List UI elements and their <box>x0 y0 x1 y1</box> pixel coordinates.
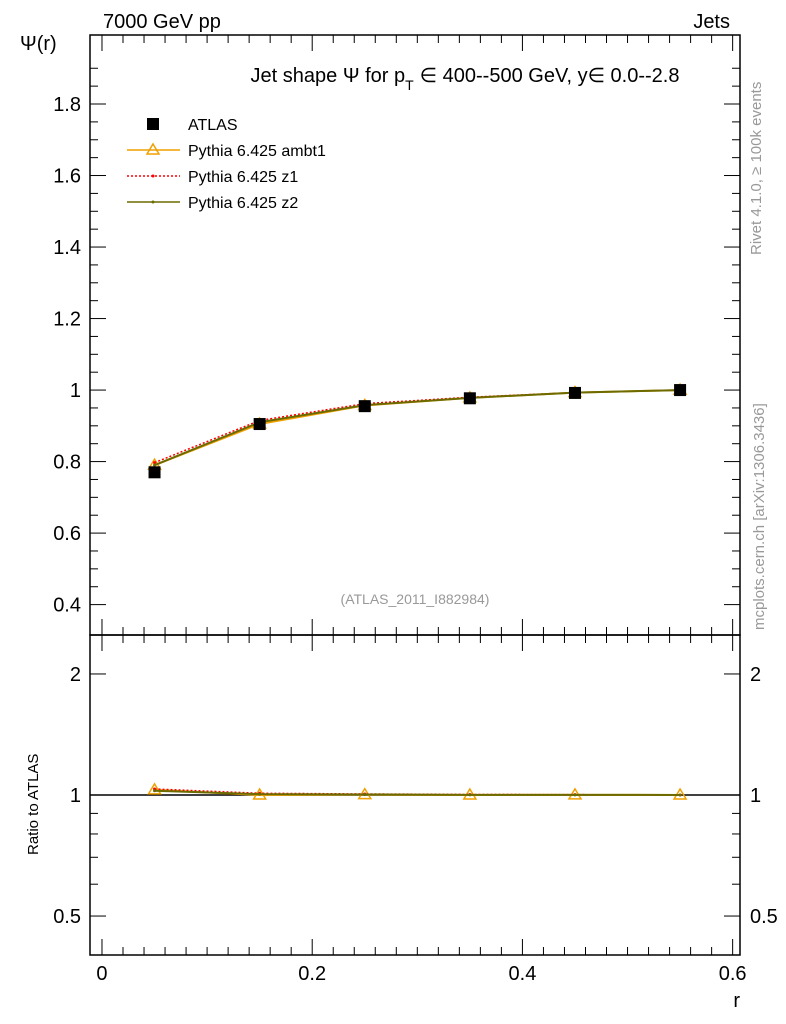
main-atlas-data-point <box>358 400 371 413</box>
legend-atlas-marker <box>147 118 159 130</box>
legend-label: Pythia 6.425 ambt1 <box>188 143 326 160</box>
y-tick-label: 1 <box>70 380 81 402</box>
main-series-line <box>154 389 681 464</box>
ratio-y-tick-label-right: 0.5 <box>750 906 778 928</box>
ratio-point <box>258 792 262 796</box>
x-tick-label: 0 <box>96 963 107 985</box>
main-atlas-data-point <box>674 384 687 397</box>
main-atlas-data-point <box>148 466 161 479</box>
main-title: Jet shape Ψ for pT ∈ 400--500 GeV, y∈ 0.0… <box>251 65 680 93</box>
y-tick-label: 1.6 <box>53 166 81 188</box>
main-atlas-data-point <box>253 418 266 431</box>
y-tick-label: 0.6 <box>53 523 81 545</box>
y-tick-label: 1.4 <box>53 237 81 259</box>
legend-label: Pythia 6.425 z2 <box>188 195 298 212</box>
main-atlas-data-point <box>463 392 476 405</box>
x-tick-label: 0.2 <box>298 963 326 985</box>
ratio-y-tick-label-right: 2 <box>750 664 761 686</box>
y-axis-label-ratio: Ratio to ATLAS <box>25 754 42 855</box>
ratio-point <box>468 793 472 797</box>
main-point <box>153 461 157 465</box>
x-tick-label: 0.6 <box>719 963 747 985</box>
ratio-y-tick-label-right: 1 <box>750 785 761 807</box>
legend-label: Pythia 6.425 z1 <box>188 169 298 186</box>
rivet-label: Rivet 4.1.0, ≥ 100k events <box>748 82 765 255</box>
legend-marker <box>151 174 155 178</box>
y-tick-label: 0.8 <box>53 452 81 474</box>
ratio-y-tick-label: 1 <box>70 785 81 807</box>
y-tick-label: 0.4 <box>53 595 81 617</box>
mcplots-label: mcplots.cern.ch [arXiv:1306.3436] <box>751 403 768 630</box>
main-series-line <box>154 389 681 467</box>
main-atlas-data-point <box>568 386 581 399</box>
x-tick-label: 0.4 <box>509 963 537 985</box>
y-tick-label: 1.8 <box>53 94 81 116</box>
ratio-point <box>678 793 682 797</box>
ratio-point <box>363 792 367 796</box>
main-point <box>153 463 157 467</box>
ratio-point <box>573 793 577 797</box>
analysis-id: (ATLAS_2011_I882984) <box>341 591 490 607</box>
y-axis-label-main: Ψ(r) <box>20 33 57 55</box>
header-left: 7000 GeV pp <box>103 11 221 33</box>
ratio-point <box>147 782 162 795</box>
ratio-y-tick-label: 0.5 <box>53 906 81 928</box>
legend-marker <box>151 200 155 204</box>
ratio-y-tick-label: 2 <box>70 664 81 686</box>
ratio-point <box>153 789 157 793</box>
legend-label: ATLAS <box>188 117 238 134</box>
header-right: Jets <box>693 11 730 33</box>
legend-marker <box>145 142 161 155</box>
x-axis-label: r <box>733 990 740 1012</box>
ratio-series-line <box>154 789 681 796</box>
y-tick-label: 1.2 <box>53 309 81 331</box>
